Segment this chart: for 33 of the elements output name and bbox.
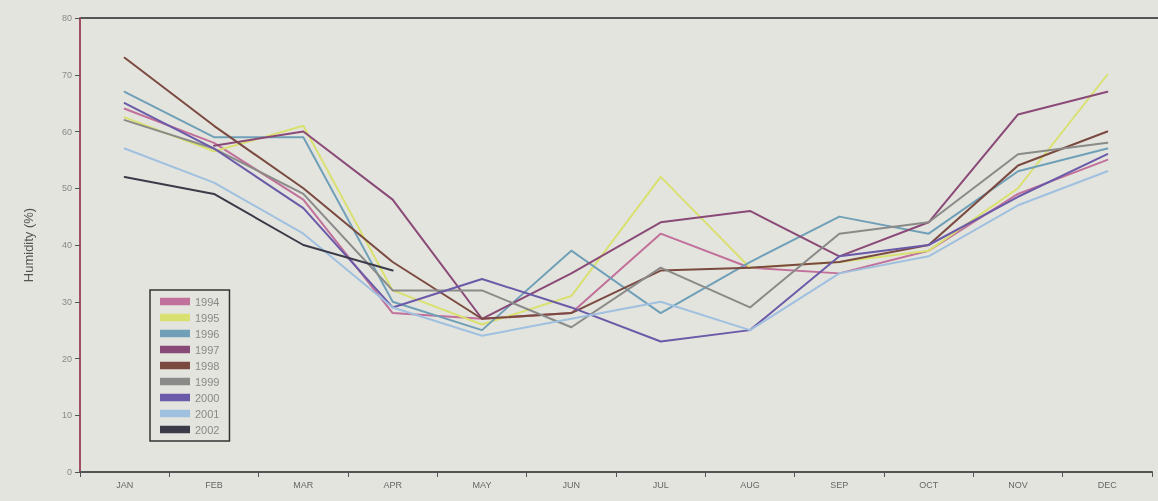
legend-label: 2001 [195,407,220,420]
x-tick-label: SEP [830,479,849,490]
x-tick-label: AUG [740,479,760,490]
x-tick-label: DEC [1097,479,1118,490]
y-tick-label: 10 [61,410,72,421]
x-tick-label: MAR [293,479,314,490]
legend-label: 2002 [195,423,220,436]
y-tick-label: 40 [61,240,72,250]
x-tick-label: OCT [919,479,939,490]
x-tick-label: JUL [652,479,669,490]
legend-label: 1998 [195,359,220,372]
legend-label: 1999 [195,375,220,388]
y-tick-label: 80 [61,13,72,23]
y-axis-title: Humidity (%) [21,207,36,283]
y-tick-label: 70 [61,69,72,80]
legend-label: 2000 [195,391,220,404]
legend-label: 1997 [195,343,220,356]
legend-label: 1995 [195,311,220,324]
line-series [123,175,394,272]
y-tick-label: 60 [61,126,72,137]
line-series [123,147,1109,337]
x-tick-label: NOV [1008,479,1028,490]
x-tick-label: APR [383,479,403,490]
x-tick-label: MAY [472,479,492,490]
y-tick-label: 30 [61,296,72,307]
x-tick-label: JUN [562,479,581,490]
x-tick-label: FEB [205,479,223,490]
y-tick-label: 0 [66,467,72,477]
x-tick-label: JAN [116,479,134,490]
legend-label: 1994 [195,295,220,308]
legend-label: 1996 [195,327,220,340]
y-tick-label: 20 [61,353,72,364]
y-tick-label: 50 [61,183,72,194]
